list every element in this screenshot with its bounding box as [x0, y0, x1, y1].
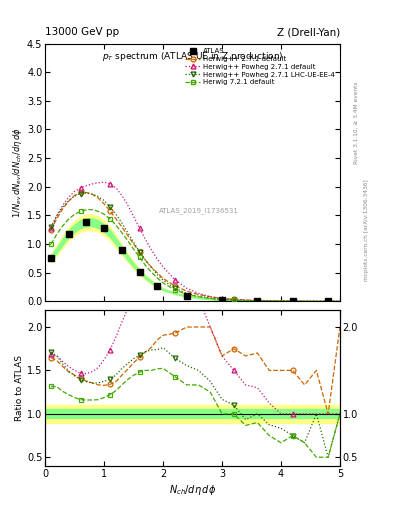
- Text: $p_T$ spectrum (ATLAS UE in Z production): $p_T$ spectrum (ATLAS UE in Z production…: [102, 50, 283, 63]
- Legend: ATLAS, Herwig++ 2.7.1 default, Herwig++ Powheg 2.7.1 default, Herwig++ Powheg 2.: ATLAS, Herwig++ 2.7.1 default, Herwig++ …: [182, 46, 338, 88]
- Text: Z (Drell-Yan): Z (Drell-Yan): [277, 27, 340, 37]
- Text: Rivet 3.1.10, ≥ 3.4M events: Rivet 3.1.10, ≥ 3.4M events: [354, 81, 359, 164]
- X-axis label: $N_{ch}/d\eta\,d\phi$: $N_{ch}/d\eta\,d\phi$: [169, 483, 216, 497]
- Y-axis label: $1/N_{ev}\,dN_{ev}/dN_{ch}/d\eta\,d\phi$: $1/N_{ev}\,dN_{ev}/dN_{ch}/d\eta\,d\phi$: [11, 127, 24, 218]
- Text: mcplots.cern.ch [arXiv:1306.3436]: mcplots.cern.ch [arXiv:1306.3436]: [364, 180, 369, 281]
- Text: ATLAS_2019_I1736531: ATLAS_2019_I1736531: [158, 208, 239, 215]
- Text: 13000 GeV pp: 13000 GeV pp: [45, 27, 119, 37]
- Y-axis label: Ratio to ATLAS: Ratio to ATLAS: [15, 355, 24, 421]
